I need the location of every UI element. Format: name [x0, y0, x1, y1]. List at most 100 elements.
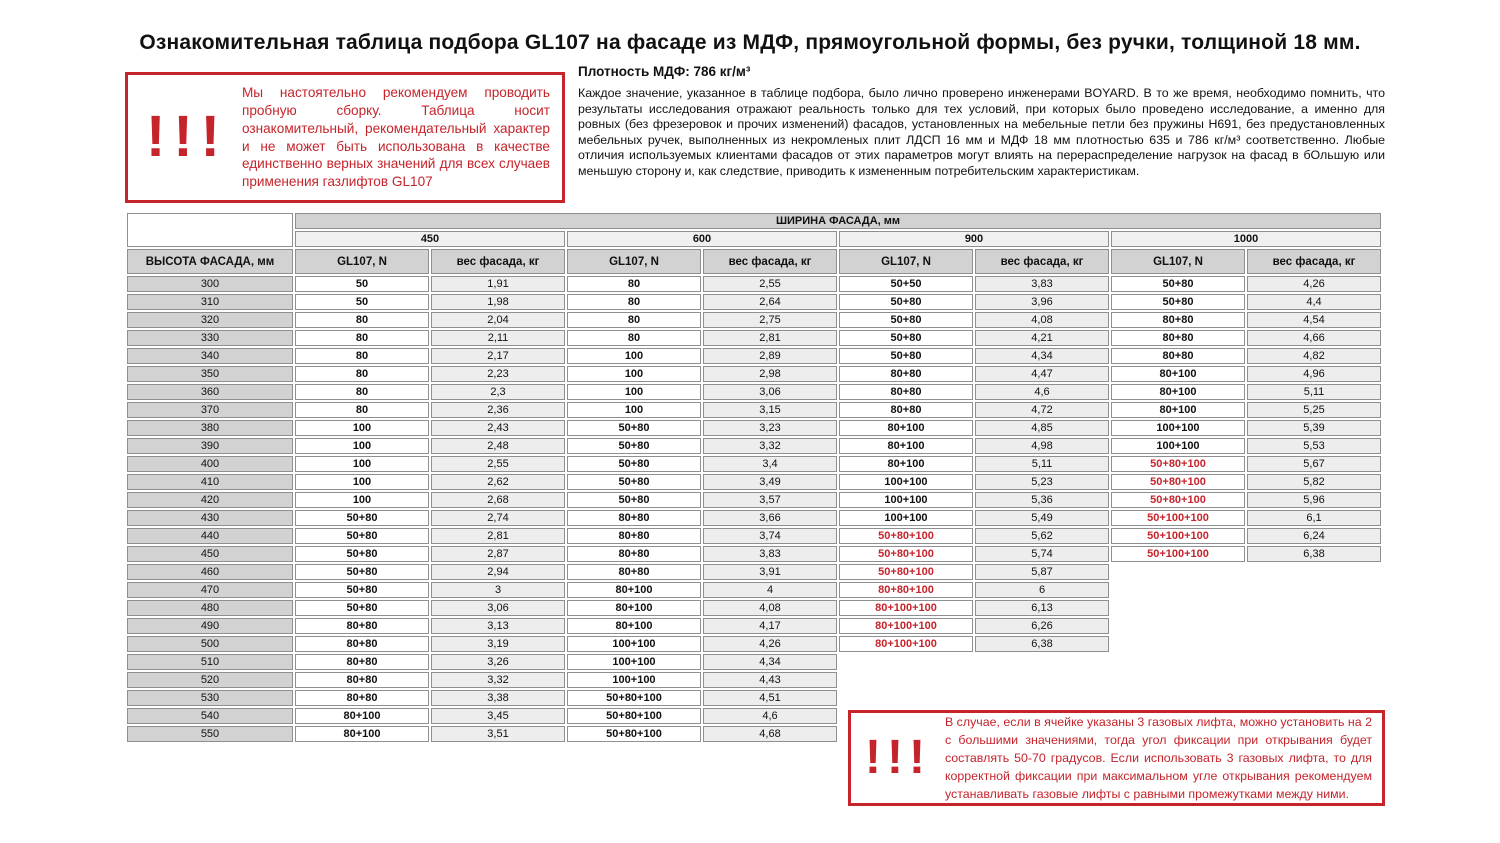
- subheader-weight-cell: вес фасада, кг: [1247, 249, 1381, 274]
- height-cell: 350: [127, 366, 293, 382]
- weight-cell: 2,74: [431, 510, 565, 526]
- weight-cell: 4,08: [975, 312, 1109, 328]
- weight-cell: 3,91: [703, 564, 837, 580]
- weight-cell: 4,51: [703, 690, 837, 706]
- gl107-cell: 80+100: [839, 438, 973, 454]
- subheader-weight-cell: вес фасада, кг: [703, 249, 837, 274]
- weight-cell: 2,89: [703, 348, 837, 364]
- table-row: 470 50+80 3 80+100 4 80+80+100 6: [127, 582, 1381, 598]
- height-cell: 310: [127, 294, 293, 310]
- gl107-cell: 80+80: [839, 366, 973, 382]
- weight-cell: 4,47: [975, 366, 1109, 382]
- weight-cell: 5,74: [975, 546, 1109, 562]
- height-cell: 550: [127, 726, 293, 742]
- width-group-cell-900: 900: [839, 231, 1109, 247]
- gl107-cell: 80+80: [1111, 348, 1245, 364]
- height-cell: 440: [127, 528, 293, 544]
- gl107-cell: 80: [567, 276, 701, 292]
- table-row: 440 50+80 2,81 80+80 3,74 50+80+100 5,62 50+100…: [127, 528, 1381, 544]
- table-row: 450 50+80 2,87 80+80 3,83 50+80+100 5,74 50+100…: [127, 546, 1381, 562]
- table-row: 500 80+80 3,19 100+100 4,26 80+100+100 6,38: [127, 636, 1381, 652]
- weight-cell: 3,4: [703, 456, 837, 472]
- width-facade-header-cell: ШИРИНА ФАСАДА, мм: [295, 213, 1381, 229]
- table-row: 410 100 2,62 50+80 3,49 100+100 5,23 50+80+100 5…: [127, 474, 1381, 490]
- gl107-cell: 100+100: [839, 492, 973, 508]
- height-cell: 410: [127, 474, 293, 490]
- height-facade-header-cell: ВЫСОТА ФАСАДА, мм: [127, 249, 293, 274]
- gl107-cell: 100+100: [839, 510, 973, 526]
- intro-paragraph: Каждое значение, указанное в таблице под…: [578, 86, 1385, 178]
- header-row-groups: 450 600 900 1000: [127, 231, 1381, 247]
- weight-cell: 3,83: [703, 546, 837, 562]
- weight-cell: 6,38: [1247, 546, 1381, 562]
- gl107-cell: 80+100+100: [839, 636, 973, 652]
- weight-cell: 2,04: [431, 312, 565, 328]
- gl107-cell: 80+100: [1111, 366, 1245, 382]
- height-cell: 520: [127, 672, 293, 688]
- gl107-cell: 80+80: [295, 654, 429, 670]
- gl107-cell: 50+80: [295, 582, 429, 598]
- weight-cell: 3,83: [975, 276, 1109, 292]
- table-row: 510 80+80 3,26 100+100 4,34: [127, 654, 1381, 670]
- gl107-cell: 50+80: [1111, 276, 1245, 292]
- gl107-cell: 50+80: [567, 456, 701, 472]
- gl107-cell: 80+100: [567, 618, 701, 634]
- intro-block: Плотность МДФ: 786 кг/м³ Каждое значение…: [578, 64, 1385, 180]
- weight-cell: 4,34: [703, 654, 837, 670]
- weight-cell: 5,96: [1247, 492, 1381, 508]
- gl107-cell: 100: [567, 348, 701, 364]
- weight-cell: 3,06: [431, 600, 565, 616]
- weight-cell: 2,81: [703, 330, 837, 346]
- weight-cell: 3,66: [703, 510, 837, 526]
- subheader-gl107-cell: GL107, N: [567, 249, 701, 274]
- gl107-cell: 80: [295, 348, 429, 364]
- selection-table: ШИРИНА ФАСАДА, мм 450 600 900 1000 ВЫСОТА ФАС…: [125, 211, 1383, 744]
- gl107-cell: 100: [567, 384, 701, 400]
- gl107-cell: 100: [295, 474, 429, 490]
- height-cell: 490: [127, 618, 293, 634]
- weight-cell: 4,6: [703, 708, 837, 724]
- table-row: 550 80+100 3,51 50+80+100 4,68: [127, 726, 1381, 742]
- gl107-cell: 50+80: [839, 348, 973, 364]
- weight-cell: 2,55: [431, 456, 565, 472]
- gl107-cell: 80+100: [295, 708, 429, 724]
- weight-cell: 2,55: [703, 276, 837, 292]
- gl107-cell: 80+100+100: [839, 618, 973, 634]
- height-cell: 370: [127, 402, 293, 418]
- table-row: 530 80+80 3,38 50+80+100 4,51: [127, 690, 1381, 706]
- height-cell: 530: [127, 690, 293, 706]
- gl107-cell: 80+100: [839, 456, 973, 472]
- page-title: Ознакомительная таблица подбора GL107 на…: [139, 31, 1361, 54]
- weight-cell: 3,74: [703, 528, 837, 544]
- gl107-cell: 80+100: [567, 582, 701, 598]
- height-cell: 470: [127, 582, 293, 598]
- subheader-gl107-cell: GL107, N: [839, 249, 973, 274]
- weight-cell: 6,24: [1247, 528, 1381, 544]
- weight-cell: 6,38: [975, 636, 1109, 652]
- gl107-cell: 50+80: [1111, 294, 1245, 310]
- weight-cell: 5,82: [1247, 474, 1381, 490]
- weight-cell: 3,32: [431, 672, 565, 688]
- gl107-cell: 80+80+100: [839, 582, 973, 598]
- table-row: 340 80 2,17 100 2,89 50+80 4,34 80+80 4,82: [127, 348, 1381, 364]
- weight-cell: 3,15: [703, 402, 837, 418]
- height-cell: 500: [127, 636, 293, 652]
- warning-bottom-text: В случае, если в ячейке указаны 3 газовы…: [944, 714, 1372, 802]
- gl107-cell: 100+100: [567, 654, 701, 670]
- weight-cell: 3,19: [431, 636, 565, 652]
- gl107-cell: 80+80: [295, 618, 429, 634]
- gl107-cell: 50+80: [567, 492, 701, 508]
- gl107-cell: 80+100: [295, 726, 429, 742]
- weight-cell: 3,49: [703, 474, 837, 490]
- height-cell: 300: [127, 276, 293, 292]
- height-cell: 320: [127, 312, 293, 328]
- height-cell: 480: [127, 600, 293, 616]
- gl107-cell: 80+80: [295, 690, 429, 706]
- weight-cell: 4,26: [703, 636, 837, 652]
- height-cell: 330: [127, 330, 293, 346]
- width-group-cell-1000: 1000: [1111, 231, 1381, 247]
- weight-cell: 4,26: [1247, 276, 1381, 292]
- table-row: 430 50+80 2,74 80+80 3,66 100+100 5,49 50+100+1…: [127, 510, 1381, 526]
- gl107-cell: 100: [295, 456, 429, 472]
- table-row: 310 50 1,98 80 2,64 50+80 3,96 50+80 4,4: [127, 294, 1381, 310]
